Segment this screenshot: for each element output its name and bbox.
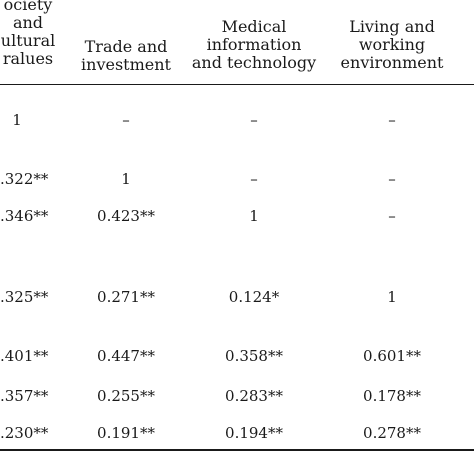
table-cell: 0.191** [97, 424, 155, 442]
table-cell: .401** [0, 347, 49, 365]
table-cell: – [250, 170, 258, 188]
table-cell: 1 [249, 207, 259, 225]
table-cell: – [250, 111, 258, 129]
table-cell: .322** [0, 170, 49, 188]
header-line: ralues [2, 49, 54, 68]
table-cell: 0.194** [225, 424, 283, 442]
table-cell: .357** [0, 387, 49, 405]
header-medical-information-technology: Medical information and technology [186, 18, 322, 72]
header-line: environment [340, 53, 444, 72]
header-line: information [206, 35, 302, 54]
header-line: ociety [3, 0, 53, 14]
table-cell: 0.178** [363, 387, 421, 405]
table-cell: – [388, 111, 396, 129]
table-cell: 0.423** [97, 207, 155, 225]
table-cell: 0.601** [363, 347, 421, 365]
table-cell: 1 [387, 288, 397, 306]
table-cell: .230** [0, 424, 49, 442]
table-cell: 0.271** [97, 288, 155, 306]
table-cell: .346** [0, 207, 49, 225]
header-society-cultural-values: ociety and ultural ralues [0, 0, 58, 68]
header-line: and [12, 13, 44, 32]
table-cell: 1 [12, 111, 22, 129]
header-rule [0, 84, 474, 85]
table-cell: 0.124* [228, 288, 280, 306]
table-cell: 0.278** [363, 424, 421, 442]
header-trade-investment: Trade and investment [76, 38, 176, 74]
table-cell: 0.283** [225, 387, 283, 405]
header-living-working-environment: Living and working environment [336, 18, 448, 72]
table-cell: – [388, 207, 396, 225]
table-cell: 0.447** [97, 347, 155, 365]
header-line: Trade and [84, 37, 168, 56]
bottom-rule [0, 449, 474, 451]
header-line: Living and [349, 17, 435, 36]
header-line: working [358, 35, 426, 54]
header-line: investment [81, 55, 171, 74]
header-line: and technology [191, 53, 317, 72]
table-cell: .325** [0, 288, 49, 306]
table-cell: – [388, 170, 396, 188]
table-cell: 0.358** [225, 347, 283, 365]
table-cell: – [122, 111, 130, 129]
table-cell: 1 [121, 170, 131, 188]
header-line: Medical [221, 17, 287, 36]
table-cell: 0.255** [97, 387, 155, 405]
header-line: ultural [0, 31, 56, 50]
